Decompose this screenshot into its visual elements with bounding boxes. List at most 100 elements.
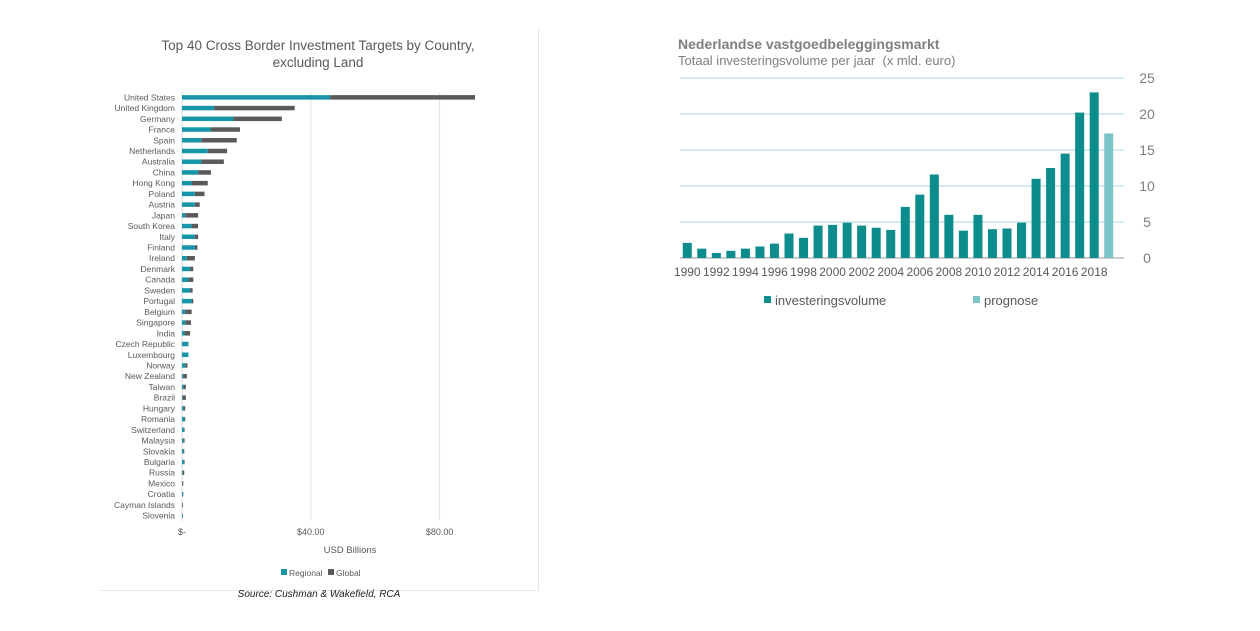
bar-investeringsvolume-2001 — [842, 222, 852, 258]
bar-regional-spain — [182, 138, 202, 143]
bar-regional-norway — [182, 363, 186, 368]
bar-regional-bulgaria — [182, 459, 184, 465]
bar-regional-slovenia — [182, 513, 183, 518]
category-label-cayman-islands: Cayman Islands — [114, 500, 175, 510]
bar-regional-portugal — [182, 298, 192, 304]
bar-regional-italy — [182, 234, 195, 240]
category-label-portugal: Portugal — [143, 296, 175, 306]
source-note: Source: Cushman & Wakefield, RCA — [237, 589, 401, 600]
x-tick-label-2008: 2008 — [936, 265, 963, 279]
bar-global-austria — [194, 202, 200, 207]
bar-investeringsvolume-1999 — [813, 225, 823, 258]
x-tick-label-1998: 1998 — [790, 265, 817, 279]
x-tick-label: $- — [178, 527, 186, 537]
bar-regional-united-states — [182, 95, 331, 100]
bar-prognose-2019 — [1104, 133, 1114, 258]
category-label-austria: Austria — [149, 200, 176, 210]
legend-label-global: Global — [336, 568, 361, 578]
bar-regional-poland — [182, 191, 195, 197]
bar-global-australia — [201, 159, 224, 164]
x-tick-label-2010: 2010 — [965, 265, 992, 279]
bar-investeringsvolume-2005 — [900, 206, 910, 258]
bar-investeringsvolume-2016 — [1060, 153, 1070, 258]
legend-label-investeringsvolume: investeringsvolume — [775, 293, 886, 308]
bar-global-singapore — [185, 320, 192, 325]
bar-global-poland — [194, 191, 205, 197]
bar-global-india — [184, 331, 191, 336]
category-label-italy: Italy — [159, 232, 175, 242]
bar-global-hong-kong — [191, 180, 208, 186]
y-tick-label: 5 — [1143, 214, 1151, 230]
bar-investeringsvolume-2011 — [987, 229, 997, 258]
bar-global-denmark — [190, 266, 194, 272]
category-label-russia: Russia — [149, 468, 175, 478]
bar-global-hungary — [183, 406, 186, 411]
bar-investeringsvolume-2018 — [1089, 92, 1099, 259]
y-tick-label: 0 — [1143, 250, 1151, 266]
bar-investeringsvolume-2002 — [857, 225, 867, 258]
bar-global-china — [198, 170, 211, 175]
bar-regional-hong-kong — [182, 180, 192, 186]
category-label-poland: Poland — [149, 189, 176, 199]
bar-investeringsvolume-1990 — [682, 242, 692, 258]
bar-regional-austria — [182, 202, 195, 207]
x-tick-label-2002: 2002 — [848, 265, 875, 279]
bar-investeringsvolume-2013 — [1017, 222, 1027, 258]
category-label-slovakia: Slovakia — [143, 446, 175, 456]
legend-swatch-prognose — [973, 296, 980, 303]
bar-global-ireland — [186, 255, 195, 261]
bar-global-romania — [184, 416, 186, 422]
bar-global-mexico — [182, 481, 184, 486]
bar-investeringsvolume-2004 — [886, 229, 896, 258]
bar-regional-france — [182, 127, 211, 132]
bar-investeringsvolume-2010 — [973, 214, 983, 258]
bar-regional-switzerland — [182, 427, 184, 433]
bar-investeringsvolume-1998 — [799, 237, 809, 258]
category-label-malaysia: Malaysia — [141, 436, 175, 446]
bar-regional-canada — [182, 277, 189, 282]
bar-global-new-zealand — [183, 373, 187, 379]
bar-investeringsvolume-1996 — [769, 243, 779, 258]
category-label-belgium: Belgium — [144, 307, 175, 317]
bar-global-united-kingdom — [214, 105, 295, 111]
bar-global-belgium — [185, 309, 192, 315]
bar-global-cayman-islands — [182, 502, 183, 508]
category-label-hong-kong: Hong Kong — [132, 178, 175, 188]
bar-investeringsvolume-2003 — [871, 227, 881, 258]
bar-global-france — [210, 127, 240, 132]
category-label-netherlands: Netherlands — [129, 146, 175, 156]
bar-investeringsvolume-2014 — [1031, 178, 1041, 258]
x-tick-label: $80.00 — [426, 527, 454, 537]
chart-title-line-2: excluding Land — [273, 55, 364, 70]
category-label-spain: Spain — [153, 135, 175, 145]
category-label-united-kingdom: United Kingdom — [115, 103, 175, 113]
bar-investeringsvolume-2017 — [1075, 112, 1085, 258]
category-label-bulgaria: Bulgaria — [144, 457, 175, 467]
bar-global-russia — [182, 470, 185, 475]
bar-investeringsvolume-1997 — [784, 233, 794, 258]
category-label-croatia: Croatia — [148, 489, 176, 499]
bar-regional-germany — [182, 116, 234, 122]
bar-regional-hungary — [182, 406, 184, 411]
category-label-slovenia: Slovenia — [142, 511, 175, 521]
category-label-czech-republic: Czech Republic — [115, 339, 175, 349]
bar-regional-australia — [182, 159, 202, 164]
left-chart-legend: Regional Global — [281, 568, 361, 578]
bar-regional-taiwan — [182, 384, 184, 390]
category-label-brazil: Brazil — [154, 393, 175, 403]
bar-regional-czech-republic — [182, 341, 189, 347]
bar-regional-south-korea — [182, 223, 192, 229]
bar-global-switzerland — [183, 427, 185, 433]
category-label-hungary: Hungary — [143, 403, 176, 413]
legend-swatch-regional — [281, 569, 287, 575]
bar-global-malaysia — [183, 438, 185, 443]
category-label-mexico: Mexico — [148, 478, 175, 488]
y-tick-label: 15 — [1139, 142, 1155, 158]
bar-investeringsvolume-2000 — [828, 224, 838, 258]
bar-investeringsvolume-2012 — [1002, 228, 1012, 258]
bar-regional-finland — [182, 245, 195, 250]
bar-investeringsvolume-2015 — [1046, 168, 1056, 258]
nl-investment-chart: Nederlandse vastgoedbeleggingsmarkt Tota… — [674, 36, 1155, 308]
bar-regional-india — [182, 331, 185, 336]
right-chart-legend: investeringsvolume prognose — [764, 293, 1038, 308]
